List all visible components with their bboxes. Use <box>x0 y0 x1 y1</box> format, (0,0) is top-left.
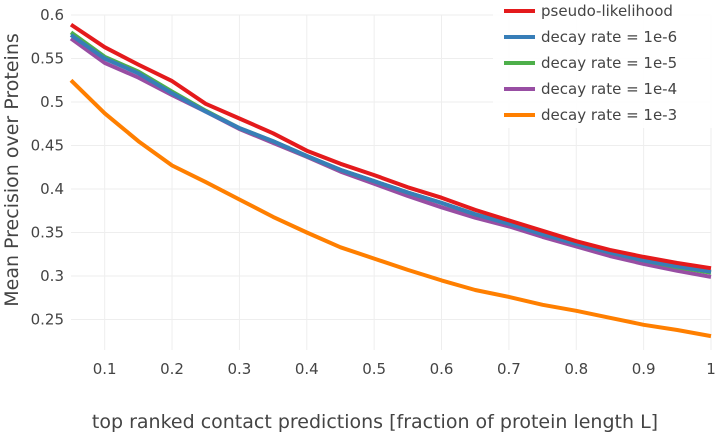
x-tick-label: 0.2 <box>160 360 184 378</box>
x-tick-label: 0.9 <box>632 360 656 378</box>
x-tick-label: 0.4 <box>295 360 319 378</box>
legend-label: decay rate = 1e-3 <box>541 106 677 124</box>
y-axis-title: Mean Precision over Proteins <box>1 33 23 307</box>
legend-label: decay rate = 1e-4 <box>541 80 677 98</box>
x-tick-label: 0.1 <box>93 360 117 378</box>
x-tick-label: 1 <box>706 360 716 378</box>
series-lines <box>69 22 712 339</box>
y-tick-label: 0.3 <box>40 267 64 285</box>
y-tick-labels: 0.25 0.3 0.35 0.4 0.45 0.5 0.55 0.6 <box>31 6 64 329</box>
y-tick-label: 0.6 <box>40 6 64 24</box>
x-tick-labels: 0.1 0.2 0.3 0.4 0.5 0.6 0.7 0.8 0.9 1 <box>93 360 716 378</box>
x-tick-label: 0.7 <box>497 360 521 378</box>
legend-label: decay rate = 1e-6 <box>541 28 677 46</box>
y-tick-label: 0.5 <box>40 93 64 111</box>
series-line-pseudo-likelihood <box>69 22 712 271</box>
x-axis-title: top ranked contact predictions [fraction… <box>92 411 658 433</box>
y-tick-label: 0.45 <box>31 137 64 155</box>
series-line-decay-rate-1e-6 <box>69 33 712 274</box>
x-tick-label: 0.3 <box>227 360 251 378</box>
y-tick-label: 0.35 <box>31 224 64 242</box>
legend-label: pseudo-likelihood <box>541 2 673 20</box>
legend: pseudo-likelihood decay rate = 1e-6 decay … <box>493 0 719 128</box>
y-tick-label: 0.25 <box>31 311 64 329</box>
y-tick-label: 0.55 <box>31 50 64 68</box>
x-tick-label: 0.6 <box>430 360 454 378</box>
series-line-decay-rate-1e-3 <box>69 78 712 339</box>
x-tick-label: 0.5 <box>362 360 386 378</box>
y-tick-label: 0.4 <box>40 180 64 198</box>
x-tick-label: 0.8 <box>564 360 588 378</box>
legend-label: decay rate = 1e-5 <box>541 54 677 72</box>
